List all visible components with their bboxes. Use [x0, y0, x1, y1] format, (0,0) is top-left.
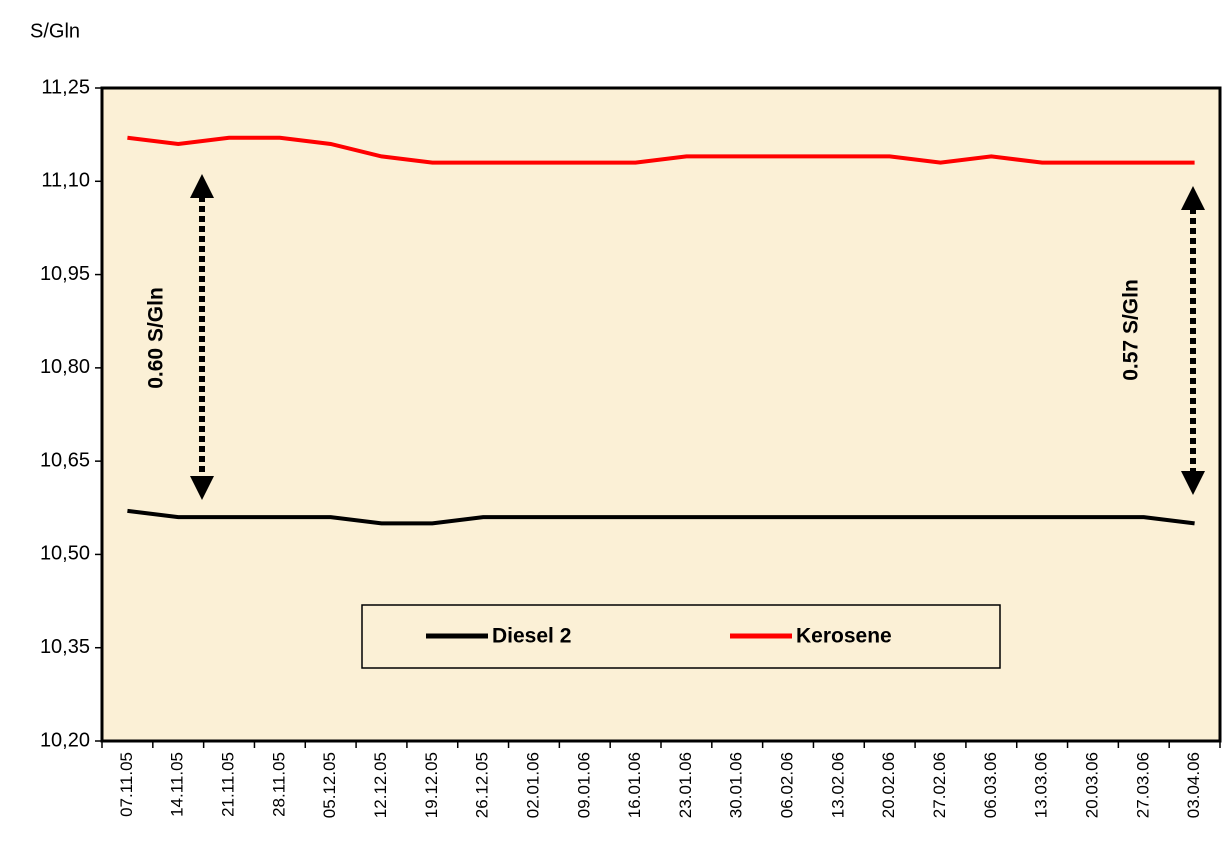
x-tick-label: 19.12.05 [422, 752, 441, 818]
y-tick-label: 10,65 [40, 449, 90, 471]
plot-area [102, 88, 1220, 741]
x-tick-label: 28.11.05 [269, 752, 288, 817]
x-tick-label: 27.03.06 [1133, 752, 1152, 818]
y-tick-label: 10,95 [40, 263, 90, 285]
x-tick-label: 13.02.06 [828, 752, 847, 818]
y-tick-label: 10,35 [40, 636, 90, 658]
y-tick-label: 10,50 [40, 543, 90, 565]
line [127, 508, 1195, 526]
y-axis-label: S/Gln [30, 20, 80, 42]
x-tick-label: 09.01.06 [574, 752, 593, 818]
legend-label: Kerosene [796, 625, 892, 648]
y-tick-label: 10,80 [40, 356, 90, 378]
line [127, 135, 1195, 165]
x-tick-label: 21.11.05 [219, 752, 238, 817]
x-tick-label: 27.02.06 [930, 752, 949, 818]
y-tick-label: 11,25 [41, 76, 90, 98]
y-tick-label: 10,20 [40, 729, 90, 751]
x-tick-label: 23.01.06 [676, 752, 695, 818]
x-tick-label: 02.01.06 [523, 752, 542, 818]
legend-box [361, 604, 1001, 669]
legend-label: Diesel 2 [492, 625, 571, 648]
arrows [190, 174, 1205, 500]
y-tick-label: 11,10 [41, 170, 90, 192]
x-tick-label: 16.01.06 [625, 752, 644, 818]
x-tick-label: 26.12.05 [473, 752, 492, 818]
x-tick-label: 05.12.05 [320, 752, 339, 818]
x-tick-label: 06.03.06 [981, 752, 1000, 818]
x-tick-label: 13.03.06 [1032, 752, 1051, 818]
x-tick-label: 07.11.05 [117, 752, 136, 817]
plot-frame [100, 86, 1222, 743]
x-tick-label: 03.04.06 [1184, 752, 1203, 818]
x-tick-label: 06.02.06 [778, 752, 797, 818]
x-tick-label: 20.03.06 [1082, 752, 1101, 818]
x-tick-label: 12.12.05 [371, 752, 390, 818]
x-tick-label: 14.11.05 [168, 752, 187, 817]
x-tick-label: 20.02.06 [879, 752, 898, 818]
x-tick-label: 30.01.06 [727, 752, 746, 818]
annotation: 0.57 S/Gln [1120, 279, 1143, 381]
annotation: 0.60 S/Gln [145, 287, 168, 389]
